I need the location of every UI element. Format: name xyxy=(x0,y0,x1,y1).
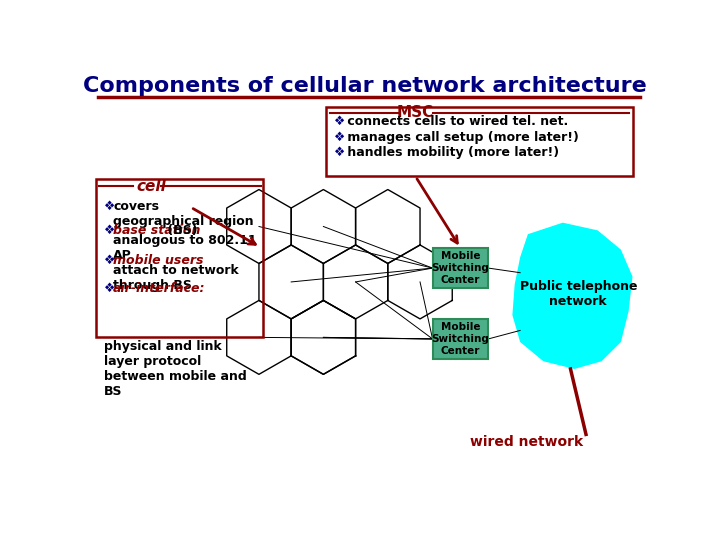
Polygon shape xyxy=(513,222,632,369)
Text: mobile users: mobile users xyxy=(113,254,204,267)
Text: Components of cellular network architecture: Components of cellular network architect… xyxy=(84,76,647,96)
Text: manages call setup (more later!): manages call setup (more later!) xyxy=(343,131,580,144)
Text: analogous to 802.11
AP: analogous to 802.11 AP xyxy=(113,234,257,262)
Text: ❖: ❖ xyxy=(104,200,115,213)
Bar xyxy=(433,319,488,359)
Text: handles mobility (more later!): handles mobility (more later!) xyxy=(343,146,559,159)
Text: ❖: ❖ xyxy=(104,224,115,237)
Text: cell: cell xyxy=(137,179,166,194)
Text: ❖: ❖ xyxy=(104,254,115,267)
Text: attach to network
through BS: attach to network through BS xyxy=(113,264,239,292)
Text: air-interface:: air-interface: xyxy=(113,282,206,295)
Text: connects cells to wired tel. net.: connects cells to wired tel. net. xyxy=(343,115,569,129)
Text: Mobile
Switching
Center: Mobile Switching Center xyxy=(431,252,490,285)
Text: covers
geographical region: covers geographical region xyxy=(113,200,254,227)
Text: ❖: ❖ xyxy=(334,131,346,144)
Text: ❖: ❖ xyxy=(104,282,115,295)
Text: Mobile
Switching
Center: Mobile Switching Center xyxy=(431,322,490,355)
Bar xyxy=(433,248,488,288)
Bar xyxy=(326,107,632,177)
Text: ❖: ❖ xyxy=(334,146,346,159)
Text: wired network: wired network xyxy=(469,435,583,449)
Text: base station: base station xyxy=(113,224,201,237)
Text: Public telephone
network: Public telephone network xyxy=(520,280,637,308)
Text: (BS): (BS) xyxy=(163,224,197,237)
Text: ❖: ❖ xyxy=(334,115,346,129)
Bar xyxy=(96,179,263,336)
Text: MSC: MSC xyxy=(397,105,434,120)
Text: physical and link
layer protocol
between mobile and
BS: physical and link layer protocol between… xyxy=(104,340,247,399)
